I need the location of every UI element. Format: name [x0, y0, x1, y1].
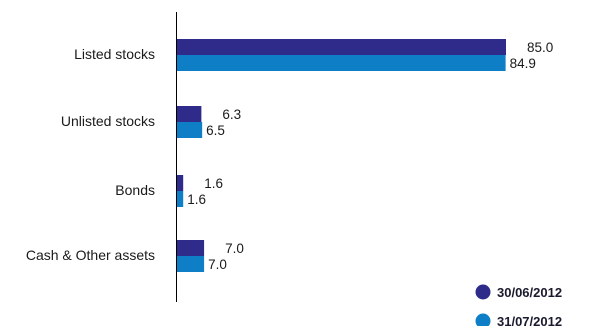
data-label: 7.0 — [208, 257, 227, 272]
legend-marker — [475, 313, 491, 326]
data-label: 85.0 — [527, 40, 553, 55]
bar-series-1 — [177, 175, 184, 191]
bar-series-2 — [177, 191, 184, 207]
legend-label: 30/06/2012 — [497, 285, 562, 300]
bar-series-1 — [177, 106, 202, 122]
value-labels: 85.084.9 6.36.5 1.61.6 7.07.0 — [187, 40, 553, 272]
category-labels: Listed stocks Unlisted stocks Bonds Cash & … — [26, 46, 155, 263]
bars — [177, 39, 506, 272]
data-label: 7.0 — [225, 241, 244, 256]
bar-series-2 — [177, 55, 506, 71]
data-label: 6.5 — [206, 123, 225, 138]
bar-series-2 — [177, 256, 205, 272]
bar-series-2 — [177, 122, 203, 138]
legend-label: 31/07/2012 — [497, 314, 562, 326]
category-label: Listed stocks — [74, 46, 155, 62]
bar-series-1 — [177, 39, 506, 55]
bar-series-1 — [177, 240, 205, 256]
data-label: 1.6 — [204, 176, 223, 191]
data-label: 1.6 — [187, 192, 206, 207]
data-label: 6.3 — [222, 107, 241, 122]
legend: 30/06/2012 31/07/2012 — [475, 284, 562, 326]
data-label: 84.9 — [510, 56, 536, 71]
category-label: Unlisted stocks — [61, 113, 155, 129]
category-label: Cash & Other assets — [26, 247, 155, 263]
legend-marker — [475, 284, 491, 300]
category-label: Bonds — [115, 182, 155, 198]
